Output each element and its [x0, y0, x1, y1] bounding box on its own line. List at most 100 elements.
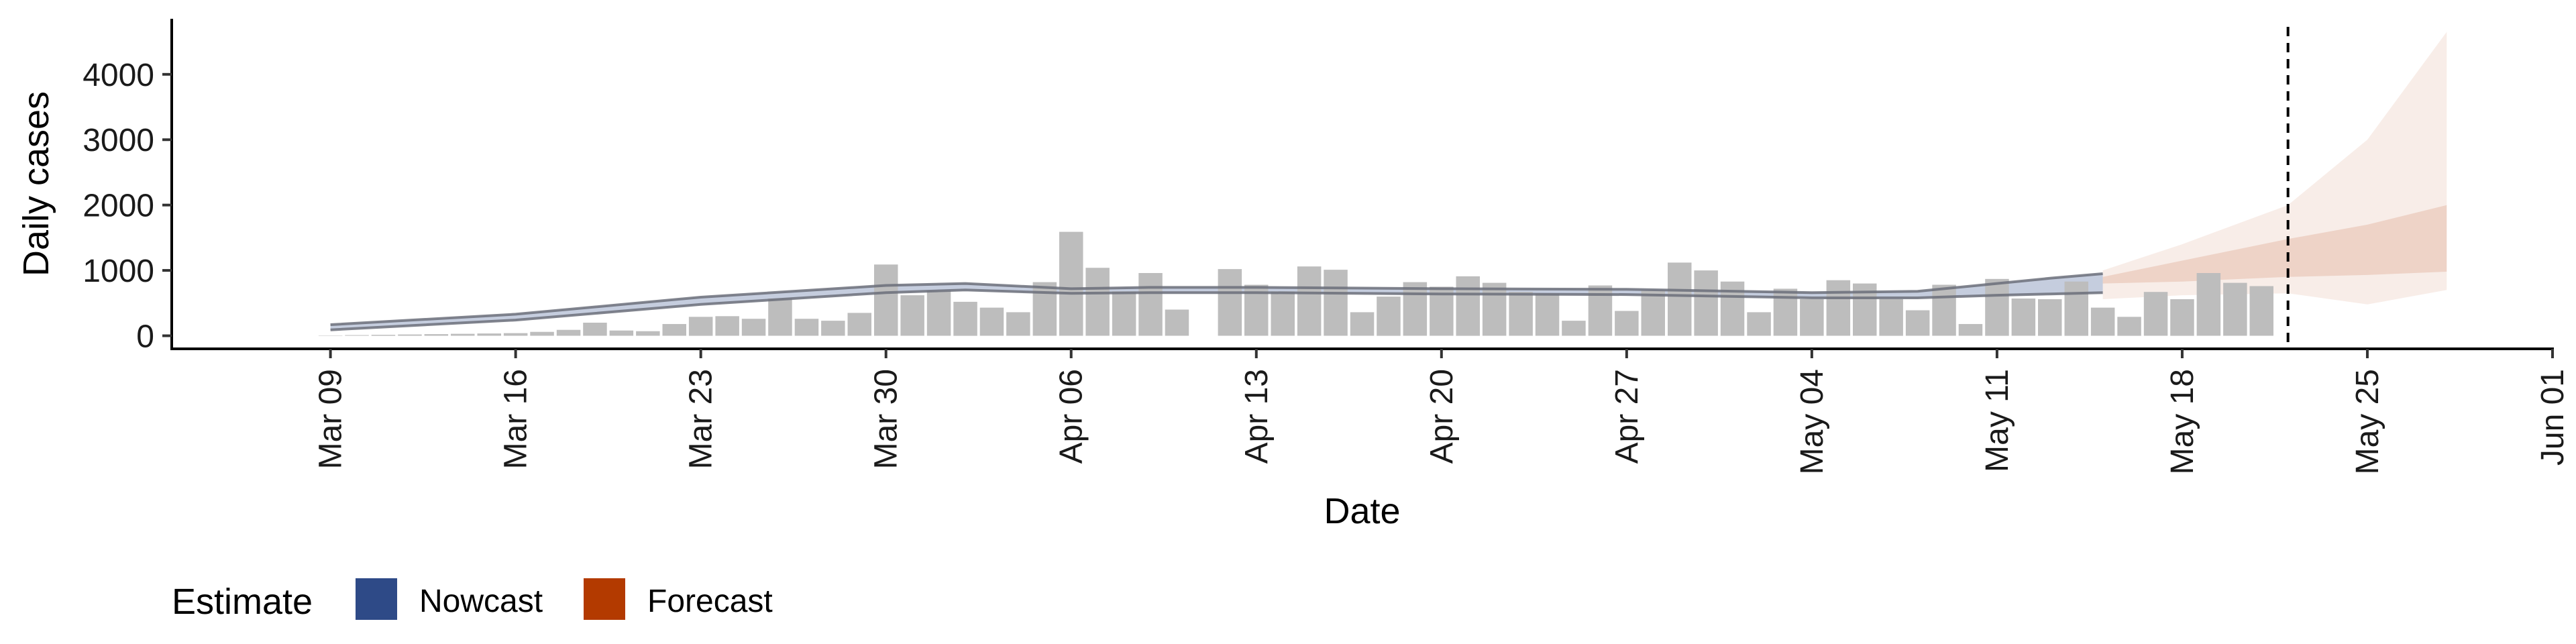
bar [1562, 321, 1586, 336]
bar [2223, 282, 2247, 336]
y-ticks: 0 1000 2000 3000 4000 [83, 58, 172, 355]
bar [1588, 285, 1613, 336]
bar [1271, 291, 1295, 336]
band-nowcast-1 [330, 274, 2103, 330]
bar [715, 316, 739, 336]
x-tick-label: Mar 16 [498, 369, 534, 469]
bar [926, 290, 951, 336]
bar [1694, 270, 1718, 336]
bar [1297, 266, 1322, 336]
bar [979, 307, 1004, 336]
y-axis-title: Daily cases [16, 91, 56, 276]
x-axis-title: Date [1324, 491, 1400, 531]
bar [583, 323, 607, 336]
legend-swatch-forecast [584, 578, 625, 620]
x-tick-label: Apr 20 [1424, 369, 1460, 464]
bar [2249, 286, 2273, 336]
band-forecast-3 [2102, 205, 2447, 284]
bar [503, 333, 528, 336]
bar [1773, 288, 1798, 336]
bar [794, 319, 819, 336]
bar [768, 299, 792, 336]
bar [1032, 282, 1057, 336]
bar [1324, 270, 1348, 336]
bar [847, 313, 871, 336]
x-tick-label: Mar 30 [869, 369, 904, 469]
bar [1350, 312, 1375, 336]
bar [688, 317, 713, 336]
bar [1112, 291, 1136, 336]
x-tick-label: Mar 09 [313, 369, 349, 469]
bar [1985, 278, 2009, 336]
bar [345, 335, 369, 336]
bar [1085, 268, 1110, 336]
y-tick-label: 0 [136, 319, 154, 355]
y-tick-label: 1000 [83, 254, 154, 289]
x-tick-label: Apr 27 [1609, 369, 1645, 464]
bar [2117, 317, 2141, 336]
bar [609, 330, 634, 336]
bar [1218, 269, 1242, 336]
bar [1800, 299, 1824, 336]
bar [1879, 299, 1903, 336]
bar [1720, 281, 1745, 336]
bar [2196, 273, 2221, 336]
x-tick-label: Apr 13 [1239, 369, 1275, 464]
x-tick-label: May 04 [1794, 369, 1830, 474]
x-tick-label: May 11 [1980, 369, 2015, 472]
legend: Estimate Nowcast Forecast [172, 578, 773, 622]
bar [1932, 284, 1956, 336]
bar [1456, 276, 1480, 336]
nowcast-lower-line [330, 288, 2103, 331]
bar [556, 329, 581, 336]
bar [1958, 324, 1983, 336]
bar [1615, 311, 1639, 336]
bar [1535, 293, 1560, 336]
band-forecast-2 [2102, 32, 2447, 305]
bar [874, 264, 898, 336]
bar [1165, 309, 1189, 336]
bar [1641, 290, 1665, 336]
bar [636, 331, 660, 336]
bar [2143, 292, 2168, 336]
bar [1403, 282, 1428, 336]
x-tick-label: May 18 [2165, 369, 2200, 474]
x-tick-label: Apr 06 [1054, 369, 1089, 464]
bar [451, 333, 475, 336]
y-tick-label: 4000 [83, 58, 154, 93]
bar [424, 334, 449, 336]
legend-label-nowcast: Nowcast [419, 584, 543, 619]
bar [1826, 280, 1851, 336]
legend-swatch-nowcast [356, 578, 397, 620]
bar [1905, 310, 1930, 336]
bands-layer [330, 32, 2447, 330]
bar [741, 319, 766, 336]
bar [1006, 312, 1030, 336]
x-tick-label: Mar 23 [684, 369, 719, 469]
bar [318, 335, 343, 336]
y-tick-label: 2000 [83, 189, 154, 224]
bar [2064, 281, 2088, 336]
y-tick-label: 3000 [83, 123, 154, 158]
bar [1747, 312, 1771, 336]
legend-label-forecast: Forecast [647, 584, 773, 619]
x-ticks: Mar 09 Mar 16 Mar 23 Mar 30 Apr 06 Apr 13 Apr … [313, 349, 2571, 474]
bar [662, 324, 686, 336]
bar [1377, 297, 1401, 336]
bar [398, 334, 422, 336]
bar [1509, 292, 1533, 336]
bar [2090, 307, 2115, 336]
bar [1138, 273, 1163, 336]
bar [953, 301, 977, 336]
bar [477, 333, 501, 336]
bar [2170, 299, 2194, 336]
x-tick-label: May 25 [2350, 369, 2385, 474]
bar [1059, 231, 1083, 336]
bars-layer [318, 231, 2273, 336]
nowcast-upper-line [330, 272, 2103, 326]
bar [530, 331, 554, 336]
bar [821, 321, 845, 336]
bar [2011, 299, 2036, 336]
bar [371, 335, 396, 336]
